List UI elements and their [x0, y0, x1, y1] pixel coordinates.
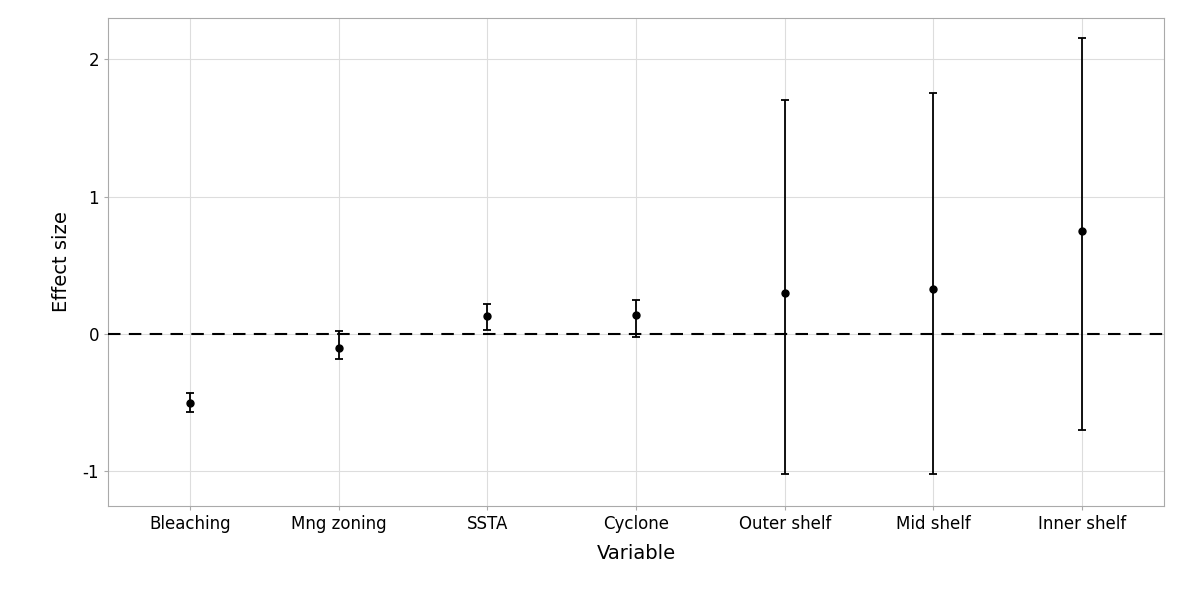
Y-axis label: Effect size: Effect size: [53, 211, 71, 312]
X-axis label: Variable: Variable: [596, 544, 676, 563]
